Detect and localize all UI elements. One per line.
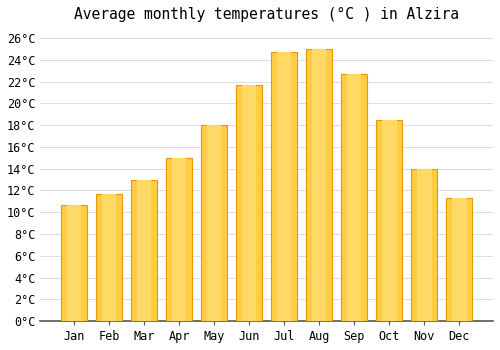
Bar bbox=[102, 194, 117, 321]
Bar bbox=[242, 85, 256, 321]
Bar bbox=[411, 169, 438, 321]
Bar bbox=[452, 198, 466, 321]
Bar bbox=[207, 125, 222, 321]
Bar bbox=[341, 74, 367, 321]
Bar bbox=[382, 120, 396, 321]
Bar bbox=[347, 74, 362, 321]
Bar bbox=[446, 198, 472, 321]
Bar bbox=[137, 180, 152, 321]
Bar bbox=[67, 205, 81, 321]
Bar bbox=[277, 52, 291, 321]
Bar bbox=[417, 169, 432, 321]
Bar bbox=[376, 120, 402, 321]
Bar bbox=[61, 205, 87, 321]
Bar bbox=[166, 158, 192, 321]
Bar bbox=[172, 158, 186, 321]
Bar bbox=[312, 49, 326, 321]
Bar bbox=[96, 194, 122, 321]
Bar bbox=[271, 52, 297, 321]
Bar bbox=[131, 180, 157, 321]
Bar bbox=[236, 85, 262, 321]
Title: Average monthly temperatures (°C ) in Alzira: Average monthly temperatures (°C ) in Al… bbox=[74, 7, 459, 22]
Bar bbox=[201, 125, 228, 321]
Bar bbox=[306, 49, 332, 321]
